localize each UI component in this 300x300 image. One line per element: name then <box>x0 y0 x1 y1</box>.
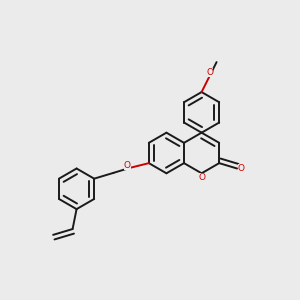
Text: O: O <box>124 161 131 170</box>
Text: O: O <box>238 164 245 173</box>
Text: O: O <box>206 68 213 76</box>
Text: O: O <box>198 173 205 182</box>
